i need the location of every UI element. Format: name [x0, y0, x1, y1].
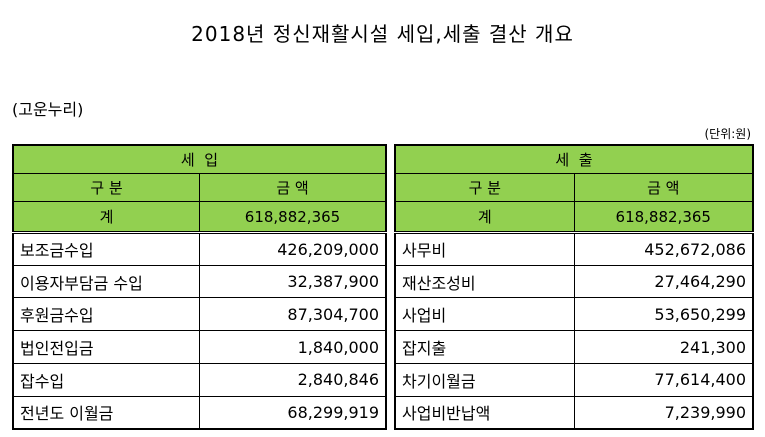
expense-row-amount: 7,239,990: [573, 395, 754, 430]
expense-row-label: 차기이월금: [394, 362, 575, 397]
table-row: 잡수입 2,840,846: [12, 362, 387, 397]
table-row: 보조금수입 426,209,000: [12, 230, 387, 266]
table-row: 사업비반납액 7,239,990: [394, 395, 754, 430]
expense-row-amount: 452,672,086: [573, 230, 754, 266]
expense-total-amount: 618,882,365: [573, 201, 754, 233]
income-row-amount: 426,209,000: [199, 230, 387, 266]
expense-row-amount: 53,650,299: [573, 297, 754, 332]
income-row-label: 이용자부담금 수입: [12, 264, 200, 299]
income-col-category: 구 분: [12, 172, 200, 203]
income-row-label: 잡수입: [12, 362, 200, 397]
settlement-tables: 세 입 구 분 금 액 계 618,882,365 보조금수입 426,209,…: [12, 144, 754, 430]
income-row-amount: 32,387,900: [199, 264, 387, 299]
income-row-label: 전년도 이월금: [12, 395, 200, 430]
expense-table: 세 출 구 분 금 액 계 618,882,365 사무비 452,672,08…: [394, 144, 754, 430]
expense-row-label: 재산조성비: [394, 264, 575, 299]
page-title: 2018년 정신재활시설 세입,세출 결산 개요: [191, 22, 574, 46]
expense-header: 세 출: [394, 144, 754, 174]
income-row-label: 법인전입금: [12, 330, 200, 364]
expense-row-label: 사무비: [394, 230, 575, 266]
expense-row-amount: 77,614,400: [573, 362, 754, 397]
expense-row-label: 잡지출: [394, 330, 575, 364]
income-row-label: 보조금수입: [12, 230, 200, 266]
income-row-label: 후원금수입: [12, 297, 200, 332]
expense-row-amount: 241,300: [573, 330, 754, 364]
expense-row-label: 사업비: [394, 297, 575, 332]
organization-name: (고운누리): [12, 100, 84, 119]
table-row: 이용자부담금 수입 32,387,900: [12, 264, 387, 299]
income-col-amount: 금 액: [199, 172, 387, 203]
table-row: 차기이월금 77,614,400: [394, 362, 754, 397]
table-row: 사무비 452,672,086: [394, 230, 754, 266]
expense-total-label: 계: [394, 201, 575, 233]
unit-label: (단위:원): [704, 127, 751, 141]
expense-row-amount: 27,464,290: [573, 264, 754, 299]
table-row: 법인전입금 1,840,000: [12, 330, 387, 364]
income-row-amount: 87,304,700: [199, 297, 387, 332]
table-row: 사업비 53,650,299: [394, 297, 754, 332]
income-total-label: 계: [12, 201, 200, 233]
expense-col-amount: 금 액: [573, 172, 754, 203]
table-row: 후원금수입 87,304,700: [12, 297, 387, 332]
income-row-amount: 2,840,846: [199, 362, 387, 397]
income-table: 세 입 구 분 금 액 계 618,882,365 보조금수입 426,209,…: [12, 144, 387, 430]
income-row-amount: 1,840,000: [199, 330, 387, 364]
table-row: 잡지출 241,300: [394, 330, 754, 364]
table-row: 전년도 이월금 68,299,919: [12, 395, 387, 430]
income-row-amount: 68,299,919: [199, 395, 387, 430]
expense-col-category: 구 분: [394, 172, 575, 203]
income-total-amount: 618,882,365: [199, 201, 387, 233]
table-row: 재산조성비 27,464,290: [394, 264, 754, 299]
income-header: 세 입: [12, 144, 387, 174]
expense-row-label: 사업비반납액: [394, 395, 575, 430]
